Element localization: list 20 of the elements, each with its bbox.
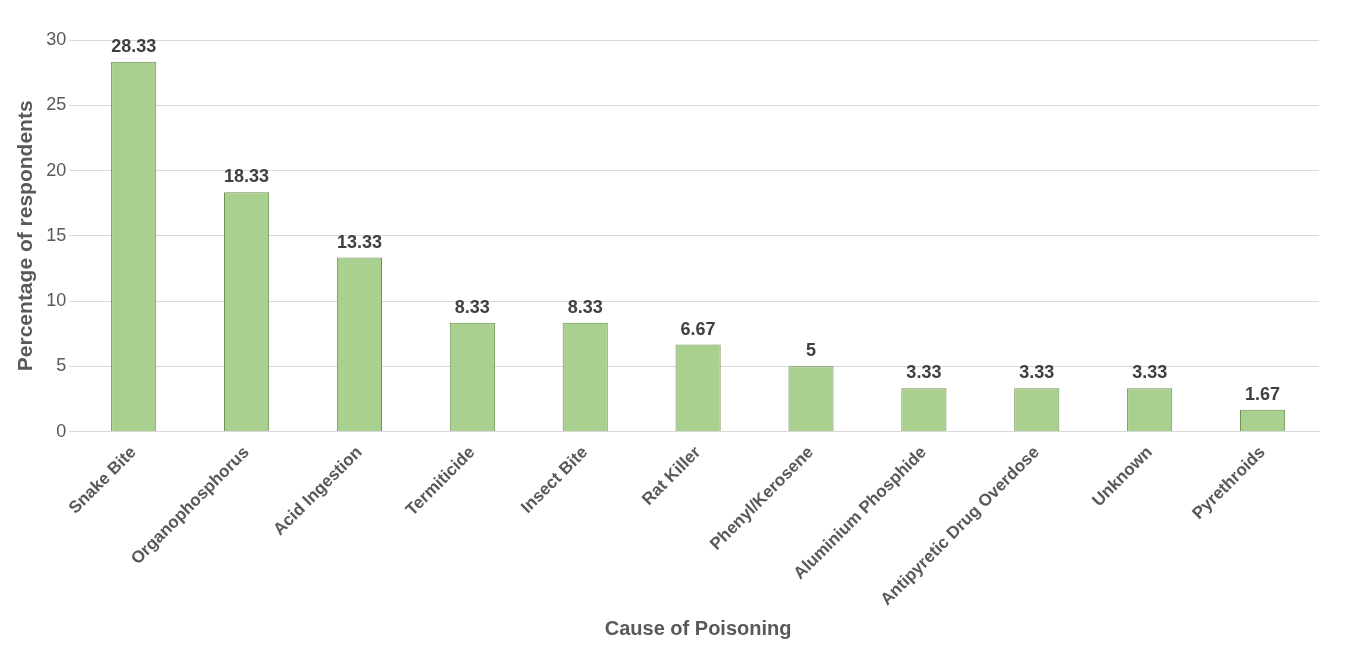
y-axis-title: Percentage of respondents xyxy=(13,100,37,372)
data-label: 28.33 xyxy=(111,35,157,56)
y-tick-label: 25 xyxy=(46,94,67,115)
x-axis-title: Cause of Poisoning xyxy=(604,616,792,639)
y-tick-label: 5 xyxy=(56,355,67,376)
data-label: 6.67 xyxy=(680,318,716,339)
data-label: 5 xyxy=(805,340,817,361)
data-label: 13.33 xyxy=(336,231,382,252)
data-label: 18.33 xyxy=(224,166,270,187)
y-tick-label: 0 xyxy=(56,420,67,441)
y-tick-label: 15 xyxy=(46,224,67,245)
y-tick-label: 30 xyxy=(46,28,67,49)
y-tick-label: 20 xyxy=(46,159,67,180)
y-tick-label: 10 xyxy=(46,290,67,311)
data-label: 3.33 xyxy=(1019,362,1055,383)
data-label: 1.67 xyxy=(1245,383,1281,404)
data-label: 3.33 xyxy=(906,362,942,383)
data-label: 8.33 xyxy=(454,296,490,317)
data-label: 8.33 xyxy=(567,296,603,317)
data-label: 3.33 xyxy=(1132,362,1168,383)
